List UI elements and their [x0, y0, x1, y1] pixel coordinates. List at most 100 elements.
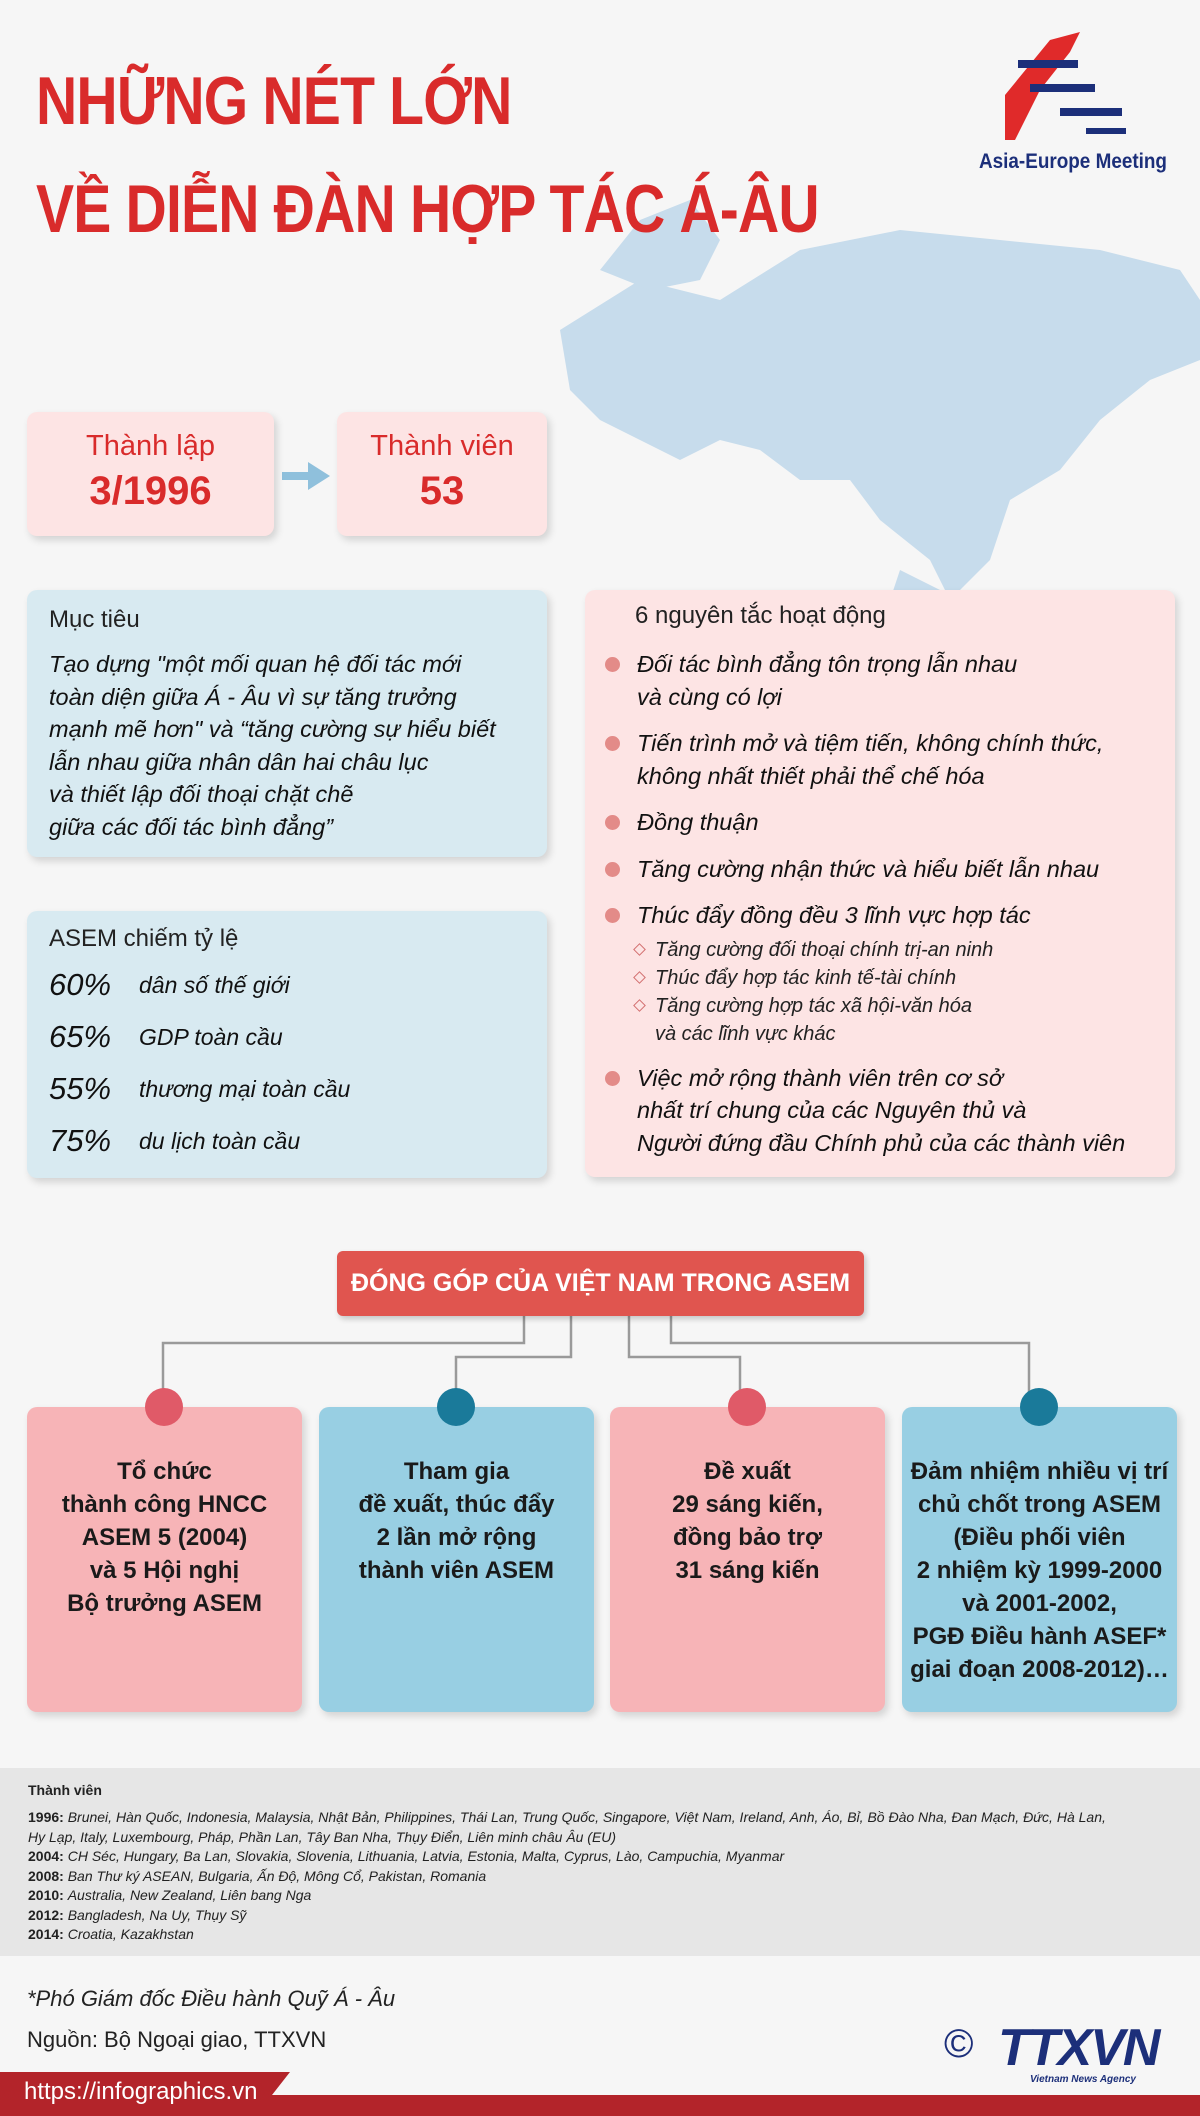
founded-box: Thành lập 3/1996	[27, 412, 274, 536]
bullet	[605, 815, 620, 830]
principle: Tăng cường nhận thức và hiểu biết lẫn nh…	[585, 853, 1175, 886]
objective-line: giữa các đối tác bình đẳng”	[49, 813, 334, 840]
share-text: GDP toàn cầu	[139, 1023, 283, 1050]
member-year: 2010:	[28, 1887, 64, 1903]
percent: 65%	[49, 1019, 112, 1054]
bottom-bar	[0, 2072, 1200, 2116]
bullet	[605, 736, 620, 751]
card-line: Bộ trưởng ASEM	[67, 1590, 262, 1617]
member-year: 1996:	[28, 1809, 64, 1825]
card-line: 31 sáng kiến	[675, 1557, 820, 1584]
arrow	[282, 462, 330, 490]
principle-line: Đồng thuận	[637, 809, 759, 835]
card-line: giai đoạn 2008-2012)…	[910, 1656, 1169, 1683]
principle: Đồng thuận	[585, 806, 1175, 839]
principle-line: không nhất thiết phải thể chế hóa	[637, 762, 985, 789]
member-year: 2004:	[28, 1848, 64, 1864]
principle-line: Người đứng đầu Chính phủ của các thành v…	[637, 1129, 1126, 1156]
card-line: 2 lần mở rộng	[376, 1524, 537, 1551]
share-text: du lịch toàn cầu	[139, 1127, 301, 1154]
member-year: 2014:	[28, 1926, 64, 1942]
card-dot	[437, 1388, 475, 1426]
member-names: Bangladesh, Na Uy, Thụy Sỹ	[67, 1906, 247, 1923]
member-row: 2004: CH Séc, Hungary, Ba Lan, Slovakia,…	[28, 1847, 1118, 1867]
label: 6 nguyên tắc hoạt động	[635, 602, 886, 629]
sub-line: và các lĩnh vực khác	[655, 1022, 836, 1045]
connectors	[161, 1316, 1031, 1392]
card-line: 2 nhiệm kỳ 1999-2000	[916, 1557, 1163, 1584]
copyright: ©	[944, 2022, 974, 2066]
value: 3/1996	[89, 469, 212, 513]
principle-line: Thúc đẩy đồng đều 3 lĩnh vực hợp tác	[637, 902, 1031, 928]
sub-line: Tăng cường hợp tác xã hội-văn hóa	[655, 994, 973, 1017]
objective-line: toàn diện giữa Á - Âu vì sự tăng trưởng	[49, 683, 457, 710]
sub-bullet	[633, 970, 646, 984]
card-line: chủ chốt trong ASEM	[917, 1491, 1162, 1518]
title-line: VỀ DIỄN ĐÀN HỢP TÁC Á-ÂU	[36, 171, 820, 247]
share-text: dân số thế giới	[139, 971, 290, 998]
card-dot	[1020, 1388, 1058, 1426]
member-row: 2008: Ban Thư ký ASEAN, Bulgaria, Ấn Độ,…	[28, 1867, 1118, 1887]
principle: Việc mở rộng thành viên trên cơ sở nhất t…	[585, 1062, 1175, 1160]
principle: Thúc đẩy đồng đều 3 lĩnh vực hợp tác	[585, 899, 1175, 932]
source: Nguồn: Bộ Ngoại giao, TTXVN	[27, 2027, 327, 2052]
card-line: PGĐ Điều hành ASEF*	[912, 1623, 1167, 1650]
member-row: 2012: Bangladesh, Na Uy, Thụy Sỹ	[28, 1906, 1118, 1926]
card-line: thành công HNCC	[61, 1491, 268, 1518]
member-row: 2014: Croatia, Kazakhstan	[28, 1925, 1118, 1945]
member-names: Australia, New Zealand, Liên bang Nga	[67, 1887, 312, 1903]
card-line: (Điều phối viên	[953, 1524, 1126, 1551]
member-year: 2008:	[28, 1867, 64, 1884]
contribution-title: ĐÓNG GÓP CỦA VIỆT NAM TRONG ASEM	[337, 1251, 864, 1316]
card-line: 29 sáng kiến,	[672, 1491, 823, 1518]
card-line: đồng bảo trợ	[672, 1524, 823, 1551]
label: Thành lập	[86, 430, 215, 462]
card-line: ASEM 5 (2004)	[81, 1524, 248, 1551]
share-row: 60% dân số thế giới	[49, 965, 290, 1005]
member-list-title: Thành viên	[28, 1782, 102, 1798]
sub-principle: Tăng cường đối thoại chính trị-an ninh	[585, 936, 1175, 964]
member-names: CH Séc, Hungary, Ba Lan, Slovakia, Slove…	[67, 1848, 785, 1864]
share-row: 65% GDP toàn cầu	[49, 1017, 283, 1057]
member-row: 2010: Australia, New Zealand, Liên bang …	[28, 1886, 1118, 1906]
logo-text: Asia-Europe Meeting	[979, 150, 1167, 173]
share-row: 75% du lịch toàn cầu	[49, 1121, 300, 1161]
member-year: 2012:	[28, 1906, 64, 1923]
contribution-card: Đảm nhiệm nhiều vị trí chủ chốt trong ASE…	[902, 1407, 1177, 1712]
card-line: Đề xuất	[704, 1458, 791, 1485]
bullet	[605, 657, 620, 672]
contribution-card: Tham gia đề xuất, thúc đẩy 2 lần mở rộng th…	[319, 1407, 594, 1712]
member-names: Brunei, Hàn Quốc, Indonesia, Malaysia, N…	[28, 1809, 1106, 1845]
label: Mục tiêu	[49, 606, 140, 633]
sub-principle: Tăng cường hợp tác xã hội-văn hóa và các …	[585, 992, 1175, 1048]
bullet	[605, 861, 620, 877]
percent: 75%	[49, 1123, 112, 1158]
sub-bullet	[633, 942, 646, 956]
principle: Tiến trình mở và tiệm tiến, không chính …	[585, 727, 1175, 792]
card-line: và 5 Hội nghị	[89, 1557, 240, 1584]
principles-box: 6 nguyên tắc hoạt động Đối tác bình đẳng…	[585, 590, 1175, 1177]
bullet	[605, 908, 620, 923]
bullet	[605, 1070, 620, 1086]
member-names: Ban Thư ký ASEAN, Bulgaria, Ấn Độ, Mông …	[67, 1867, 487, 1884]
card-dot	[728, 1388, 766, 1426]
agency-sub: Vietnam News Agency	[1030, 2074, 1136, 2085]
member-names: Croatia, Kazakhstan	[67, 1926, 194, 1942]
card-line: thành viên ASEM	[358, 1557, 555, 1584]
agency-logo: TTXVN	[998, 2019, 1160, 2077]
footnote: *Phó Giám đốc Điều hành Quỹ Á - Âu	[27, 1986, 396, 2011]
principle-line: nhất trí chung của các Nguyên thủ và	[637, 1097, 1027, 1123]
label: Thành viên	[370, 430, 514, 462]
card-line: đề xuất, thúc đẩy	[358, 1491, 555, 1518]
share-text: thương mại toàn cầu	[139, 1075, 351, 1102]
share-box: ASEM chiếm tỷ lệ 60% dân số thế giới 65% GD…	[27, 911, 547, 1178]
objective-line: Tạo dựng "một mối quan hệ đối tác mới	[49, 651, 462, 677]
sub-principle: Thúc đẩy hợp tác kinh tế-tài chính	[585, 964, 1175, 992]
sub-line: Tăng cường đối thoại chính trị-an ninh	[655, 938, 994, 961]
url: https://infographics.vn	[24, 2078, 258, 2105]
contribution-card: Đề xuất 29 sáng kiến, đồng bảo trợ 31 sáng …	[610, 1407, 885, 1712]
principle: Đối tác bình đẳng tôn trọng lẫn nhau và c…	[585, 648, 1175, 713]
sub-bullet	[633, 998, 646, 1012]
card-dot	[145, 1388, 183, 1426]
contribution-card: Tổ chức thành công HNCC ASEM 5 (2004) và 5 …	[27, 1407, 302, 1712]
